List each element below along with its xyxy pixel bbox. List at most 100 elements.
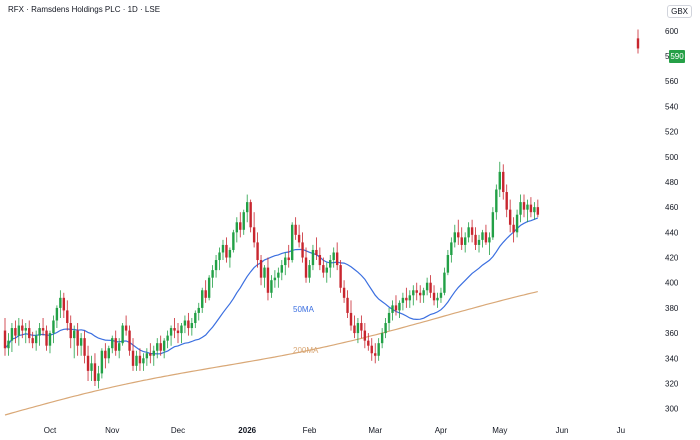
candle-body	[488, 237, 491, 243]
candle-body	[339, 265, 342, 288]
candle-body	[377, 343, 380, 356]
candle-body	[370, 345, 373, 354]
x-tick-label: Nov	[105, 426, 119, 435]
candle-body	[284, 257, 287, 266]
candle-body	[636, 38, 640, 49]
ma200-line	[4, 291, 538, 416]
candle-body	[218, 252, 221, 261]
candle-body	[93, 363, 97, 381]
y-tick-label: 600	[665, 27, 679, 36]
candle-body	[391, 305, 394, 313]
candle-body	[408, 295, 412, 301]
candle-body	[335, 252, 339, 266]
candle-body	[221, 244, 225, 253]
candle-body	[45, 330, 48, 346]
candle-body	[439, 292, 443, 298]
candle-body	[242, 212, 245, 230]
candle-body	[443, 272, 446, 293]
candle-body	[380, 333, 384, 344]
chart-title: RFX · Ramsdens Holdings PLC · 1D · LSE	[8, 5, 161, 14]
candle-body	[374, 353, 377, 356]
candle-body	[470, 227, 474, 235]
candle-body	[415, 290, 418, 293]
candle-body	[156, 343, 159, 351]
x-tick-label: Jun	[556, 426, 569, 435]
candle-body	[432, 292, 436, 301]
y-tick-label: 300	[665, 405, 679, 414]
candle-body	[353, 325, 356, 334]
y-tick-label: 420	[665, 254, 679, 263]
candle-body	[17, 325, 21, 336]
y-tick-label: 440	[665, 228, 679, 237]
candle-body	[318, 255, 322, 266]
candle-body	[308, 265, 311, 278]
candle-body	[111, 338, 114, 349]
candle-body	[505, 192, 508, 210]
candle-body	[107, 348, 110, 359]
candle-body	[69, 323, 72, 339]
candle-body	[270, 280, 273, 293]
ma50-label: 50MA	[293, 305, 315, 314]
candle-body	[225, 244, 228, 258]
candle-body	[73, 330, 76, 339]
candle-body	[515, 214, 519, 233]
candle-body	[79, 338, 83, 346]
candle-body	[52, 320, 55, 334]
candle-body	[401, 297, 405, 303]
candle-body	[190, 323, 194, 329]
candle-body	[142, 358, 145, 364]
candle-body	[329, 260, 332, 268]
candle-body	[7, 340, 10, 349]
candle-body	[41, 328, 45, 331]
y-tick-label: 520	[665, 128, 679, 137]
candle-body	[453, 232, 456, 243]
ma200-label: 200MA	[293, 346, 319, 355]
candle-body	[360, 323, 363, 331]
y-tick-label: 340	[665, 354, 679, 363]
candle-body	[194, 312, 197, 324]
candle-body	[429, 282, 432, 293]
candle-body	[273, 277, 277, 281]
candle-body	[263, 267, 266, 278]
candle-body	[201, 290, 204, 308]
candle-body	[394, 305, 398, 311]
currency-button[interactable]: GBX	[667, 5, 692, 18]
candle-body	[436, 297, 439, 301]
candle-body	[508, 209, 512, 225]
x-tick-label: Oct	[44, 426, 57, 435]
candle-body	[425, 282, 429, 291]
candle-body	[346, 297, 349, 313]
x-tick-label: Apr	[435, 426, 448, 435]
candle-body	[211, 270, 214, 278]
ma50-line	[4, 217, 539, 355]
candle-body	[104, 350, 107, 359]
candle-body	[48, 333, 52, 346]
y-tick-label: 540	[665, 102, 679, 111]
candle-body	[173, 328, 176, 331]
candle-body	[412, 290, 415, 296]
candle-body	[24, 328, 27, 331]
candle-body	[145, 353, 149, 359]
y-tick-label: 460	[665, 203, 679, 212]
candle-body	[38, 328, 41, 336]
candle-body	[526, 204, 529, 210]
candle-body	[287, 257, 290, 261]
candle-body	[114, 338, 117, 351]
candle-body	[304, 257, 308, 278]
candle-body	[363, 330, 367, 341]
y-tick-label: 480	[665, 178, 679, 187]
candle-body	[90, 363, 93, 371]
candle-body	[311, 249, 315, 266]
candle-body	[128, 330, 131, 351]
candle-body	[266, 267, 270, 293]
candle-body	[10, 328, 14, 341]
candle-body	[97, 373, 100, 381]
candle-body	[214, 260, 218, 271]
candle-body	[332, 252, 335, 261]
candle-body	[522, 202, 526, 210]
candle-body	[3, 330, 7, 349]
candle-body	[367, 340, 370, 346]
x-tick-label: Mar	[368, 426, 382, 435]
x-tick-label: May	[492, 426, 507, 435]
